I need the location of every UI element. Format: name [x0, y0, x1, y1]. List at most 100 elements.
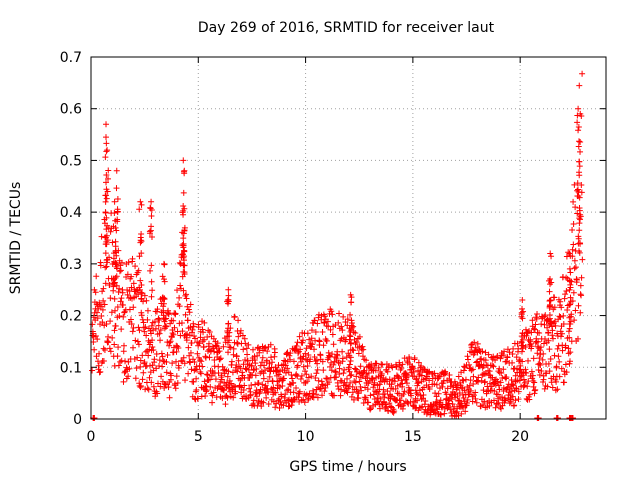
data-point: [509, 381, 516, 388]
data-point: [431, 370, 438, 377]
data-point: [107, 348, 114, 355]
data-point: [240, 346, 247, 353]
data-point: [576, 240, 583, 247]
data-point: [225, 368, 232, 375]
data-point: [473, 399, 480, 406]
data-point: [420, 391, 427, 398]
data-point: [189, 326, 196, 333]
data-point: [542, 335, 549, 342]
data-point: [202, 392, 209, 399]
data-point: [290, 379, 297, 386]
data-point: [113, 227, 120, 234]
data-point: [433, 381, 440, 388]
data-point: [107, 318, 114, 325]
data-point: [545, 329, 552, 336]
data-point: [441, 405, 448, 412]
data-point: [336, 365, 343, 372]
data-point: [290, 358, 297, 365]
data-point: [265, 400, 272, 407]
data-point: [502, 397, 509, 404]
data-point: [364, 386, 371, 393]
data-point: [470, 380, 477, 387]
data-point: [577, 291, 584, 298]
data-point: [464, 396, 471, 403]
data-point: [578, 274, 585, 281]
data-point: [560, 273, 567, 280]
data-point: [191, 367, 198, 374]
data-point: [546, 276, 553, 283]
data-point: [318, 378, 325, 385]
data-point: [175, 364, 182, 371]
data-point: [160, 358, 167, 365]
data-point: [111, 341, 118, 348]
data-point: [137, 198, 144, 205]
plot-frame: [90, 56, 607, 420]
data-point: [512, 397, 519, 404]
data-point: [206, 329, 213, 336]
data-point: [125, 373, 132, 380]
data-point: [486, 368, 493, 375]
data-point: [148, 330, 155, 337]
data-point: [253, 366, 260, 373]
data-point: [311, 354, 318, 361]
data-point: [122, 358, 129, 365]
data-point: [139, 352, 146, 359]
data-point: [348, 299, 355, 306]
data-point: [557, 333, 564, 340]
data-point: [538, 321, 545, 328]
data-point: [96, 369, 103, 376]
data-point: [514, 340, 521, 347]
data-point: [316, 385, 323, 392]
data-point: [248, 382, 255, 389]
data-point: [566, 250, 573, 257]
data-point: [209, 392, 216, 399]
data-point: [112, 224, 119, 231]
data-point: [557, 314, 564, 321]
data-point: [172, 385, 179, 392]
data-point: [336, 370, 343, 377]
data-point: [506, 349, 513, 356]
data-point: [165, 310, 172, 317]
data-point: [214, 340, 221, 347]
data-point: [248, 362, 255, 369]
data-point: [193, 366, 200, 373]
data-point: [124, 271, 131, 278]
data-point: [306, 336, 313, 343]
data-point: [165, 311, 172, 318]
data-point: [111, 327, 118, 334]
data-point: [159, 363, 166, 370]
data-point: [149, 287, 156, 294]
data-point: [416, 387, 423, 394]
data-point: [576, 249, 583, 256]
data-point: [350, 396, 357, 403]
data-point: [365, 399, 372, 406]
data-point: [395, 374, 402, 381]
data-point: [357, 363, 364, 370]
data-point: [403, 380, 410, 387]
data-point: [103, 186, 110, 193]
data-point: [409, 363, 416, 370]
data-point: [246, 374, 253, 381]
data-point: [473, 359, 480, 366]
x-tick-label: 10: [297, 429, 315, 445]
data-point: [574, 186, 581, 193]
data-point: [112, 322, 119, 329]
data-point: [263, 357, 270, 364]
data-point: [244, 351, 251, 358]
data-point: [575, 105, 582, 112]
data-point: [266, 373, 273, 380]
data-point: [181, 167, 188, 174]
data-point: [160, 295, 167, 302]
data-point: [255, 379, 262, 386]
data-point: [116, 268, 123, 275]
data-point: [137, 277, 144, 284]
data-point: [261, 345, 268, 352]
data-point: [174, 287, 181, 294]
data-point: [95, 362, 102, 369]
data-point: [260, 370, 267, 377]
data-point: [567, 278, 574, 285]
data-point: [530, 355, 537, 362]
data-point: [537, 347, 544, 354]
data-point: [380, 386, 387, 393]
